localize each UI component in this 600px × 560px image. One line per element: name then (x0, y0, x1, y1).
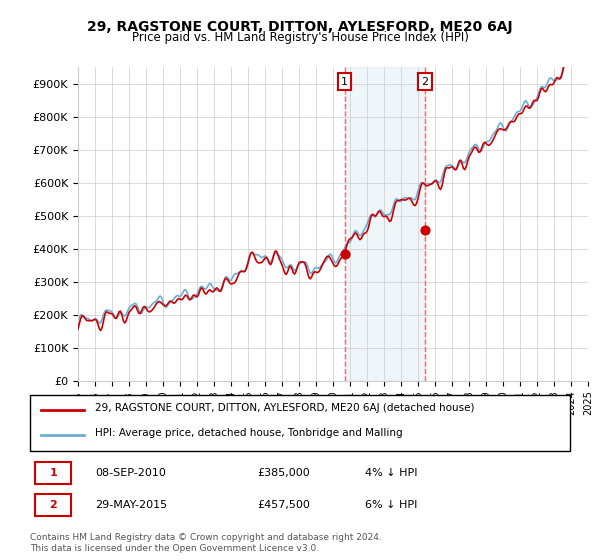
FancyBboxPatch shape (35, 493, 71, 516)
Text: 2: 2 (49, 500, 57, 510)
Text: 29, RAGSTONE COURT, DITTON, AYLESFORD, ME20 6AJ (detached house): 29, RAGSTONE COURT, DITTON, AYLESFORD, M… (95, 403, 475, 413)
Point (340, 249, 349, 258)
Text: 1: 1 (341, 77, 348, 87)
Text: 1: 1 (49, 468, 57, 478)
Text: Contains HM Land Registry data © Crown copyright and database right 2024.
This d: Contains HM Land Registry data © Crown c… (30, 533, 382, 553)
Text: 4% ↓ HPI: 4% ↓ HPI (365, 468, 418, 478)
FancyBboxPatch shape (35, 462, 71, 484)
Text: 29-MAY-2015: 29-MAY-2015 (95, 500, 167, 510)
Text: £457,500: £457,500 (257, 500, 310, 510)
Bar (344, 67, 425, 381)
Text: £385,000: £385,000 (257, 468, 310, 478)
Text: 29, RAGSTONE COURT, DITTON, AYLESFORD, ME20 6AJ: 29, RAGSTONE COURT, DITTON, AYLESFORD, M… (87, 20, 513, 34)
Text: 6% ↓ HPI: 6% ↓ HPI (365, 500, 417, 510)
Point (420, 225, 430, 234)
FancyBboxPatch shape (30, 395, 570, 451)
Text: 2: 2 (421, 77, 428, 87)
Text: HPI: Average price, detached house, Tonbridge and Malling: HPI: Average price, detached house, Tonb… (95, 428, 403, 438)
Text: 08-SEP-2010: 08-SEP-2010 (95, 468, 166, 478)
Text: Price paid vs. HM Land Registry's House Price Index (HPI): Price paid vs. HM Land Registry's House … (131, 31, 469, 44)
